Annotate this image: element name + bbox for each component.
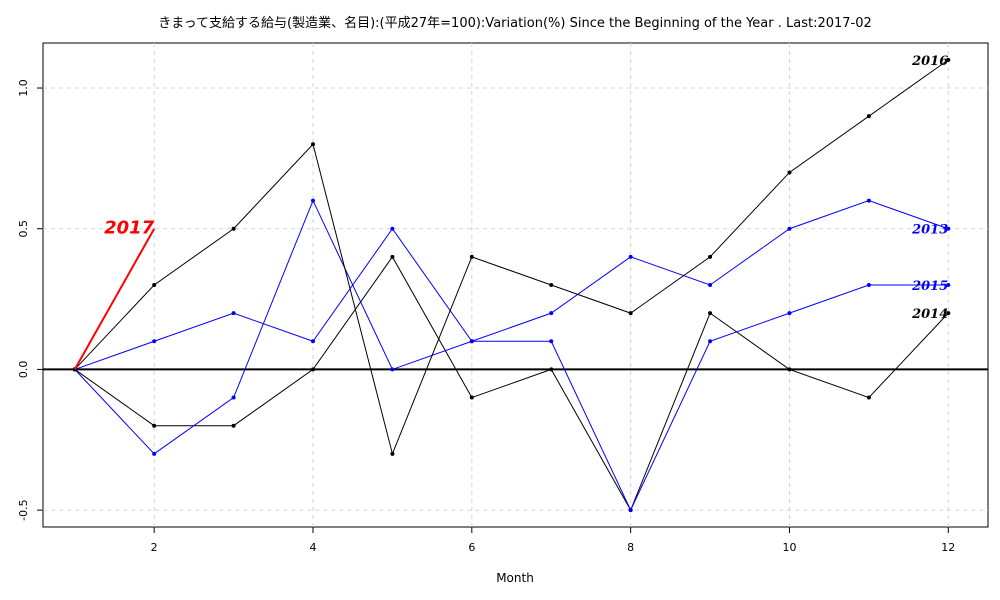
data-point-2014 [469, 395, 474, 400]
x-tick-label: 6 [468, 541, 475, 554]
data-point-2015 [152, 451, 157, 456]
data-point-2015 [866, 283, 871, 287]
data-point-2015 [787, 311, 792, 316]
x-tick-label: 10 [782, 541, 796, 554]
series-layer [72, 57, 951, 513]
data-point-2015 [469, 339, 474, 344]
x-tick-label: 4 [310, 541, 317, 554]
data-point-2016 [311, 142, 315, 147]
data-point-2015 [708, 339, 713, 344]
x-tick-label: 2 [151, 541, 158, 554]
data-point-2013 [311, 339, 315, 344]
data-point-2016 [628, 311, 633, 316]
data-point-2014 [231, 423, 236, 428]
series-labels: 2013 2014 2015 2016 2017 [104, 54, 948, 322]
data-point-2016 [708, 254, 713, 259]
grid [43, 43, 988, 527]
data-point-2013 [946, 226, 951, 231]
data-point-2013 [708, 283, 713, 287]
series-label-2013: 2013 [911, 223, 948, 238]
data-point-2015 [311, 198, 315, 203]
y-tick-label: 1.0 [17, 79, 30, 97]
data-point-2014 [390, 254, 395, 259]
series-label-2014: 2014 [911, 307, 948, 322]
series-line-2013 [74, 200, 949, 370]
data-point-2014 [946, 311, 951, 316]
data-point-2014 [787, 367, 792, 372]
data-point-2015 [390, 367, 395, 372]
plot-border [42, 42, 989, 528]
y-tick-label: 0.5 [17, 220, 30, 238]
data-point-2016 [866, 114, 871, 119]
series-label-2017: 2017 [104, 218, 155, 239]
data-point-2016 [549, 283, 554, 287]
data-point-2014 [866, 395, 871, 400]
data-point-2013 [390, 226, 395, 231]
y-tick-label: 0.0 [17, 361, 30, 379]
data-point-2016 [390, 451, 395, 456]
data-point-2013 [628, 254, 633, 259]
series-line-2014 [74, 255, 949, 512]
data-point-2013 [787, 226, 792, 231]
data-point-2016 [152, 283, 157, 287]
data-point-2015 [946, 283, 951, 287]
data-point-2014 [708, 311, 713, 316]
data-point-2016 [787, 170, 792, 175]
data-point-2013 [152, 339, 157, 344]
x-tick-label: 12 [941, 541, 955, 554]
chart-title: きまって支給する給与(製造業、名目):(平成27年=100):Variation… [158, 15, 872, 31]
series-label-2016: 2016 [911, 54, 948, 69]
series-line-2016 [74, 59, 949, 456]
data-point-2014 [152, 423, 157, 428]
series-label-2015: 2015 [911, 279, 948, 294]
series-line-2017 [73, 228, 156, 370]
data-point-2013 [549, 311, 554, 316]
data-point-2013 [231, 311, 236, 316]
data-point-2013 [866, 198, 871, 203]
axes: 2 4 6 8 10 12 -0.5 0.0 0.5 1.0 [17, 79, 988, 554]
data-point-2015 [549, 339, 554, 344]
data-point-2015 [231, 395, 236, 400]
data-point-2016 [946, 57, 951, 62]
y-tick-label: -0.5 [17, 499, 30, 520]
data-point-2016 [469, 254, 474, 259]
data-point-2016 [231, 226, 236, 231]
x-axis-label: Month [496, 571, 534, 585]
data-point-2015 [628, 508, 633, 513]
data-point-2014 [311, 367, 315, 372]
x-tick-label: 8 [627, 541, 634, 554]
data-point-2014 [549, 367, 554, 372]
series-line-2015 [74, 199, 949, 512]
